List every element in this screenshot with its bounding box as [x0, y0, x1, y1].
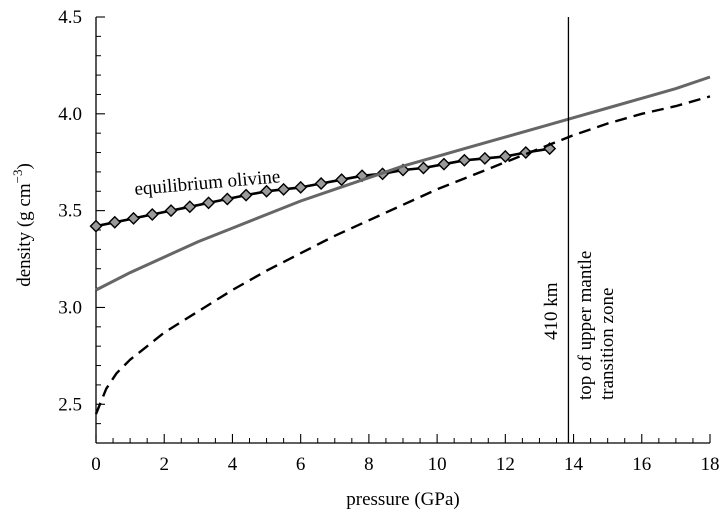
y-axis-title-superscript: −3 — [10, 170, 25, 184]
equilibrium-olivine-point — [220, 192, 234, 206]
x-tick-label: 4 — [228, 454, 238, 475]
equilibrium-olivine-point — [335, 173, 349, 187]
equilibrium-olivine-point — [183, 200, 197, 214]
equilibrium-olivine-point — [498, 149, 512, 163]
410km-label: 410 km — [541, 282, 562, 340]
equilibrium-olivine-point — [478, 151, 492, 165]
equilibrium-olivine-point — [260, 184, 274, 198]
equilibrium-olivine-point — [277, 182, 291, 196]
equilibrium-olivine-point — [239, 188, 253, 202]
x-tick-label: 8 — [364, 454, 374, 475]
y-axis-title-main: density (g cm — [14, 183, 35, 287]
equilibrium-olivine-point — [108, 215, 122, 229]
x-tick-label: 12 — [496, 454, 515, 475]
equilibrium-olivine-point — [202, 196, 216, 210]
y-axis-title: density (g cm−3) — [10, 163, 35, 287]
series-layer — [89, 75, 711, 415]
equilibrium-olivine-point — [89, 219, 103, 233]
x-tick-label: 14 — [564, 454, 584, 475]
equilibrium-olivine-point — [457, 153, 471, 167]
equilibrium-olivine-point — [416, 161, 430, 175]
y-tick-label: 4.0 — [58, 104, 82, 125]
x-tick-label: 16 — [632, 454, 651, 475]
dashed-density-curve — [94, 95, 711, 415]
y-axis-title-close: ) — [14, 163, 35, 169]
y-tick-label: 3.5 — [58, 201, 82, 222]
transition-zone-label-line1: top of upper mantle — [575, 251, 596, 400]
equilibrium-olivine-point — [164, 204, 178, 218]
x-tick-label: 6 — [296, 454, 306, 475]
y-tick-label: 4.5 — [58, 7, 82, 28]
y-tick-label: 2.5 — [58, 394, 82, 415]
gray-density-curve — [95, 75, 711, 292]
equilibrium-olivine-point — [294, 180, 308, 194]
x-tick-label: 0 — [91, 454, 101, 475]
ticks: 0 2 4 6 8 10 12 14 16 18 2.5 3.0 3.5 4.0 4.5 — [58, 7, 719, 475]
equilibrium-olivine-point — [127, 211, 141, 225]
x-tick-label: 2 — [159, 454, 169, 475]
equilibrium-olivine-point — [519, 146, 533, 160]
y-tick-label: 3.0 — [58, 297, 82, 318]
transition-zone-label-line2: transition zone — [597, 288, 618, 400]
x-axis-title: pressure (GPa) — [346, 489, 459, 510]
equilibrium-olivine-point — [437, 157, 451, 171]
equilibrium-olivine-point — [314, 177, 328, 191]
equilibrium-olivine-label: equilibrium olivine — [134, 166, 281, 200]
x-tick-label: 10 — [428, 454, 447, 475]
equilibrium-olivine-point — [145, 208, 159, 221]
x-tick-label: 18 — [701, 454, 720, 475]
